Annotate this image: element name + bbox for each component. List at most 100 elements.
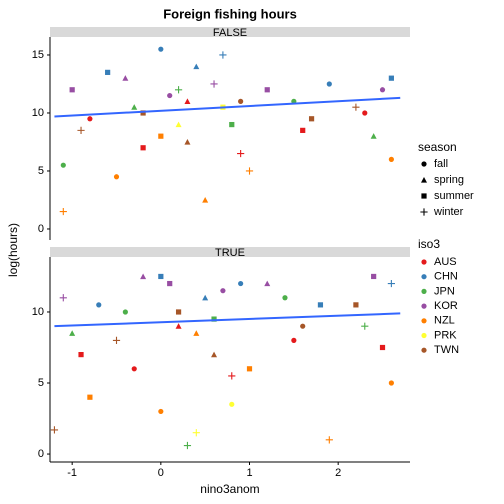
point (291, 337, 297, 343)
point (370, 133, 377, 139)
point (388, 75, 394, 81)
point (184, 138, 191, 145)
point (69, 330, 76, 336)
point (175, 309, 182, 315)
point (308, 116, 315, 122)
point (388, 156, 394, 162)
point (184, 98, 191, 104)
legend-symbol (421, 303, 427, 309)
point (352, 103, 360, 111)
point (379, 87, 386, 93)
point (379, 344, 386, 351)
point (210, 80, 218, 88)
point (69, 87, 75, 93)
point (87, 394, 93, 400)
point (246, 366, 253, 372)
point (112, 336, 121, 344)
legend-symbol (420, 208, 428, 216)
point (167, 280, 173, 287)
legend-label: winter (433, 206, 464, 218)
legend-symbol (421, 177, 427, 183)
legend-symbol (421, 259, 427, 265)
point (96, 302, 102, 308)
point (158, 273, 164, 280)
trend-line (54, 312, 401, 328)
point (237, 149, 245, 158)
point (317, 302, 324, 308)
point (60, 162, 66, 168)
point (238, 98, 244, 104)
point (202, 196, 209, 203)
point (167, 92, 173, 99)
point (158, 133, 164, 139)
point (78, 351, 84, 358)
y-tick-label: 5 (38, 377, 44, 389)
point (183, 441, 192, 450)
point (211, 351, 218, 358)
facet-strip-label: TRUE (215, 247, 245, 259)
point (325, 436, 333, 444)
point (387, 279, 395, 288)
point (50, 426, 59, 434)
point (362, 110, 368, 116)
x-tick-label: 2 (335, 467, 341, 479)
point (175, 323, 182, 329)
legend-symbol (421, 332, 427, 339)
x-tick-label: -1 (67, 467, 77, 479)
point (388, 380, 394, 386)
legend-title: iso3 (418, 237, 440, 251)
point (174, 86, 183, 94)
point (122, 75, 129, 81)
point (105, 69, 111, 75)
legend-title: season (418, 140, 457, 154)
y-tick-label: 0 (38, 448, 44, 460)
point (87, 116, 93, 122)
point (193, 63, 200, 70)
legend-label: summer (434, 190, 474, 202)
point (122, 309, 128, 315)
legend-symbol (421, 288, 427, 294)
point (228, 372, 236, 380)
point (371, 273, 377, 280)
facet-strip (50, 27, 410, 37)
point (264, 87, 270, 93)
point (59, 294, 67, 302)
legend-label: TWN (434, 344, 459, 356)
point (202, 294, 209, 301)
facet-strip-label: FALSE (213, 27, 247, 39)
point (361, 322, 369, 330)
facet-strip (50, 247, 410, 257)
point (229, 401, 235, 407)
point (131, 104, 138, 110)
point (238, 280, 244, 287)
y-tick-label: 10 (32, 107, 44, 119)
point (300, 323, 306, 329)
legend-symbol (421, 347, 427, 353)
y-tick-label: 0 (38, 223, 44, 235)
point (264, 280, 271, 287)
legend-symbol (421, 274, 427, 280)
trend-line (54, 96, 401, 118)
legend-label: NZL (434, 315, 455, 327)
point (59, 207, 67, 216)
chart-title: Foreign fishing hours (163, 6, 297, 21)
point (140, 145, 146, 151)
point (245, 167, 254, 175)
point (219, 51, 227, 59)
point (220, 288, 226, 294)
y-tick-label: 15 (32, 49, 44, 61)
legend-label: KOR (434, 300, 458, 312)
point (353, 302, 359, 308)
y-tick-label: 5 (38, 165, 44, 177)
point (193, 330, 200, 336)
y-tick-label: 10 (32, 306, 44, 318)
point (131, 366, 137, 372)
legend-label: spring (434, 174, 464, 186)
point (326, 81, 332, 87)
legend-label: PRK (434, 329, 457, 341)
point (192, 429, 200, 437)
x-tick-label: 1 (246, 467, 252, 479)
point (158, 46, 164, 52)
point (300, 127, 306, 133)
